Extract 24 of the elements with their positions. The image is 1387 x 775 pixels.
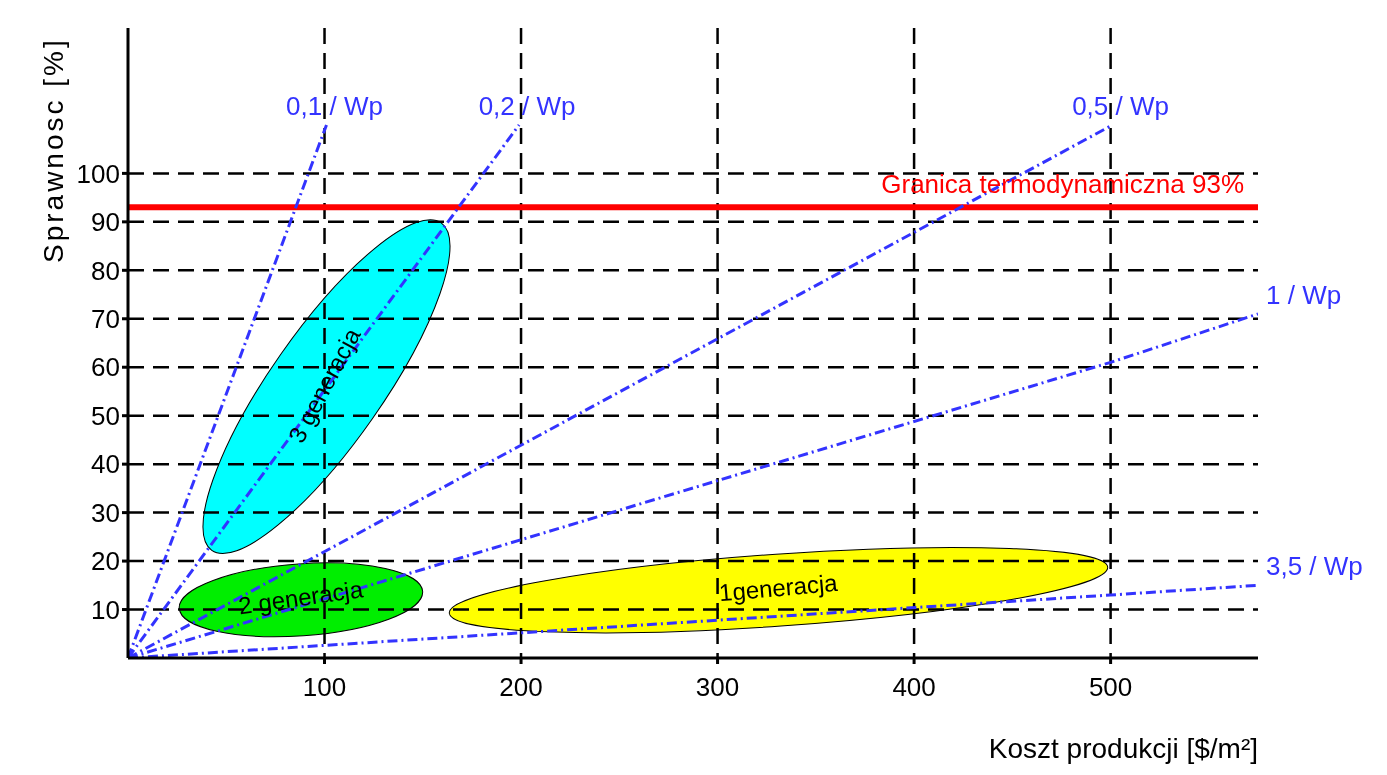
annotation: 2 generacja bbox=[236, 575, 366, 620]
x-tick-label: 200 bbox=[499, 672, 543, 703]
y-tick-label: 30 bbox=[91, 497, 120, 528]
series-label: 1 / Wp bbox=[1266, 279, 1342, 310]
y-tick-label: 70 bbox=[91, 304, 120, 334]
y-tick-label: 80 bbox=[91, 255, 120, 286]
y-tick-label: 100 bbox=[76, 158, 120, 189]
y-tick-label: 10 bbox=[91, 594, 120, 625]
series-label: 3,5 / Wp bbox=[1266, 551, 1363, 582]
x-tick-label: 100 bbox=[302, 672, 347, 703]
y-tick-label: 50 bbox=[91, 400, 120, 431]
series-label: 0,1 / Wp bbox=[286, 90, 383, 121]
y-tick-label: 90 bbox=[91, 207, 120, 238]
x-tick-label: 500 bbox=[1088, 672, 1133, 703]
y-tick-label: 20 bbox=[91, 546, 120, 577]
y-tick-label: 60 bbox=[91, 352, 120, 383]
x-tick-label: 300 bbox=[695, 672, 740, 703]
annotation: 1generacja bbox=[717, 569, 840, 607]
x-axis-title: Koszt produkcji [$/m²] bbox=[988, 733, 1258, 764]
series-label: 0,2 / Wp bbox=[478, 90, 576, 121]
series-label: 0,5 / Wp bbox=[1072, 90, 1169, 121]
y-tick-label: 40 bbox=[91, 449, 120, 480]
y-axis-title: Sprawnosc [%] bbox=[37, 37, 69, 263]
x-tick-label: 400 bbox=[892, 672, 936, 703]
